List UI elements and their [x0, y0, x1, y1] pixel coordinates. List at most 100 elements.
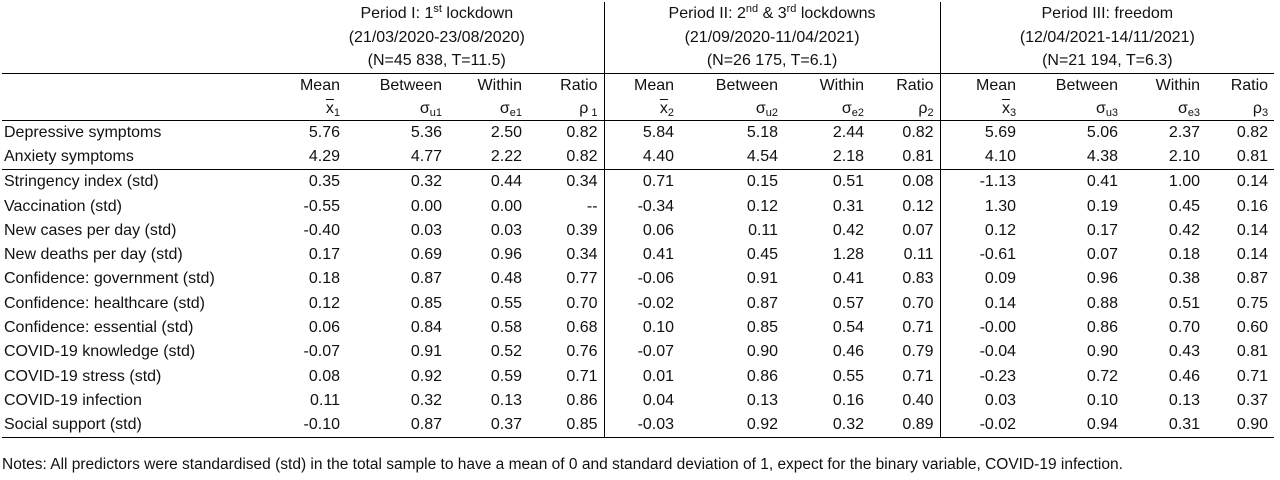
symbol-row: x1 σu1 σe1 ρ 1 x2 σu2 σe2 ρ2 x3 σu3 σe3 …: [2, 97, 1275, 121]
table-cell: 0.07: [1086, 246, 1119, 264]
table-row: COVID-19 knowledge (std) -0.07 0.91 0.52 0.7…: [2, 340, 1274, 365]
row-label: Vaccination (std): [4, 197, 122, 215]
table-cell: 0.91: [410, 343, 442, 361]
row-label: Confidence: essential (std): [4, 319, 194, 337]
table-cell: 2.37: [1168, 123, 1201, 141]
table-cell: 0.43: [1168, 343, 1201, 361]
row-label: Social support (std): [2, 413, 270, 439]
table-cell: 0.12: [902, 197, 934, 215]
table-cell: 0.71: [902, 367, 934, 385]
period-2-dates: (21/09/2020-11/04/2021): [603, 25, 941, 49]
period-1-dates: (21/03/2020-23/08/2020): [348, 28, 525, 46]
table-cell: 0.18: [308, 270, 340, 288]
table-cell: 0.82: [1236, 123, 1269, 141]
period-title-row: Period I: 1st lockdown Period II: 2nd & …: [2, 2, 1275, 26]
table-cell: 0.03: [490, 221, 522, 239]
table-cell: 0.10: [603, 315, 681, 341]
row-label: Anxiety symptoms: [4, 147, 134, 165]
table-cell: 0.09: [939, 267, 1023, 292]
table-cell: 0.42: [832, 221, 865, 239]
table-cell: 0.90: [1206, 413, 1275, 439]
table-cell: 2.50: [490, 123, 522, 141]
table-cell: 0.45: [746, 246, 779, 264]
table-cell: 0.87: [746, 294, 779, 312]
table-cell: -0.06: [603, 267, 681, 292]
table-cell: -0.10: [270, 413, 346, 439]
table-cell: 0.32: [346, 169, 448, 195]
table-cell: 0.46: [832, 343, 865, 361]
table-cell: 5.69: [939, 120, 1023, 145]
table-cell: 0.17: [1086, 221, 1119, 239]
table-cell: 0.12: [308, 294, 340, 312]
period-sample-row: (N=45 838, T=11.5) (N=26 175, T=6.1) (N=…: [2, 49, 1275, 74]
table-row: COVID-19 stress (std) 0.08 0.92 0.59 0.71 0.0…: [2, 364, 1274, 389]
table-row: Social support (std) -0.10 0.87 0.37 0.85 -0.…: [2, 413, 1275, 439]
table-row: New cases per day (std) -0.40 0.03 0.03 0.39…: [2, 218, 1274, 243]
table-row: New deaths per day (std) 0.17 0.69 0.96 0.34…: [2, 242, 1274, 268]
table-cell: 0.39: [566, 221, 598, 239]
table-cell: 0.15: [680, 169, 785, 195]
table-cell: 0.14: [1236, 221, 1269, 239]
table-cell: 0.06: [603, 218, 681, 243]
table-cell: 4.10: [939, 144, 1023, 170]
table-cell: 0.94: [1022, 413, 1125, 439]
table-cell: 0.87: [1236, 270, 1269, 288]
sym-mean-p2: x2: [603, 97, 681, 121]
col-mean-p2: Mean: [603, 73, 681, 98]
table-cell: 0.32: [410, 391, 442, 409]
period-3-sample: (N=21 194, T=6.3): [939, 49, 1275, 74]
table-cell: -0.03: [603, 413, 681, 439]
predictor-rows: Stringency index (std) 0.35 0.32 0.44 0.34 0.…: [2, 169, 1275, 439]
table-cell: 0.89: [870, 413, 941, 439]
table-cell: 0.71: [1236, 367, 1269, 385]
table-cell: 4.38: [1086, 147, 1119, 165]
table-cell: 0.70: [1168, 319, 1201, 337]
row-label: New deaths per day (std): [4, 246, 183, 264]
table-cell: 0.11: [748, 221, 779, 239]
table-row: Anxiety symptoms 4.29 4.77 2.22 0.82 4.40 4.54…: [2, 144, 1274, 170]
table-cell: 0.68: [566, 319, 598, 337]
table-cell: 0.96: [1086, 270, 1119, 288]
period-dates-row: (21/03/2020-23/08/2020) (21/09/2020-11/0…: [2, 25, 1275, 49]
table-cell: 0.45: [1168, 197, 1201, 215]
table-cell: 0.51: [1168, 294, 1201, 312]
table-cell: 0.06: [308, 319, 340, 337]
row-label: COVID-19 infection: [4, 391, 142, 409]
table-cell: 0.13: [490, 391, 522, 409]
table-cell: --: [586, 197, 598, 215]
table-cell: -1.13: [939, 169, 1023, 195]
table-cell: 0.07: [902, 221, 934, 239]
table-cell: 0.08: [308, 367, 340, 385]
table-cell: -0.34: [603, 194, 681, 219]
table-cell: 0.88: [1086, 294, 1119, 312]
col-mean-p3: Mean: [939, 73, 1023, 98]
table-cell: 0.86: [746, 367, 779, 385]
row-label: Depressive symptoms: [4, 123, 162, 141]
table-cell: 0.84: [410, 319, 442, 337]
table-row: Depressive symptoms 5.76 5.36 2.50 0.82 5.84 5…: [2, 120, 1274, 145]
table-row: COVID-19 infection 0.11 0.32 0.13 0.86 0.04 0.…: [2, 388, 1274, 414]
table-cell: 0.00: [490, 197, 522, 215]
table-cell: 2.44: [832, 123, 865, 141]
sym-between-p2: σu2: [680, 97, 785, 121]
table-cell: 0.91: [746, 270, 779, 288]
table-cell: 0.85: [528, 413, 605, 439]
table-row: Confidence: essential (std) 0.06 0.84 0.58 0…: [2, 315, 1274, 341]
table-cell: 0.41: [1022, 169, 1125, 195]
table-cell: 0.51: [784, 169, 871, 195]
table-cell: 5.18: [746, 123, 779, 141]
sym-between-p1: σu1: [346, 97, 448, 121]
table-cell: -0.04: [939, 340, 1023, 365]
table-cell: 1.30: [939, 194, 1023, 219]
table-cell: 0.96: [490, 246, 522, 264]
table-cell: 0.37: [1236, 391, 1269, 409]
table-cell: 0.75: [1236, 294, 1269, 312]
table-cell: 2.18: [832, 147, 865, 165]
table-cell: 0.60: [1236, 319, 1269, 337]
table-cell: -0.07: [303, 343, 340, 361]
sym-within-p2: σe2: [784, 97, 871, 121]
table-cell: 0.90: [1086, 343, 1119, 361]
table-cell: 0.41: [603, 242, 681, 268]
table-cell: 0.13: [746, 391, 779, 409]
